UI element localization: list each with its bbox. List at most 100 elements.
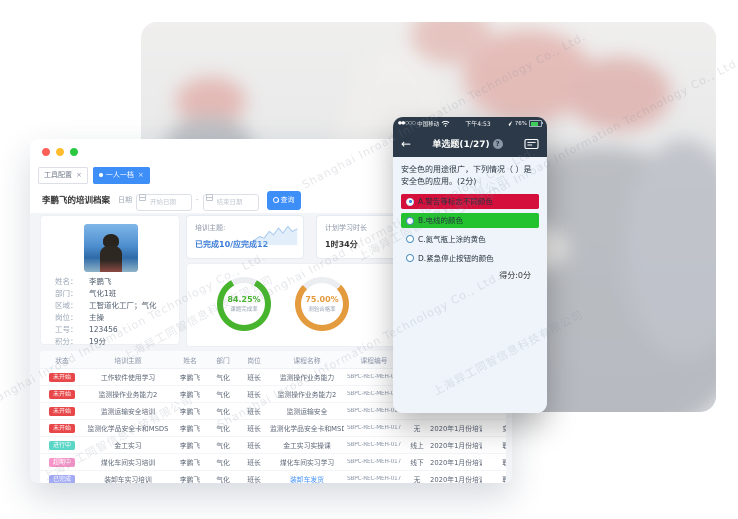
quiz-title: 单选题(1/27)	[432, 140, 490, 150]
table-cell: 气化	[216, 391, 230, 399]
table-cell: SBPC-REC-MEH-017	[346, 476, 402, 482]
course-cell: 监测运输安全	[270, 406, 344, 416]
profile-fields: 姓名： 李鹏飞 部门： 气化1班 区域： 工智道化工厂；气化 岗位： 主操 工号： 123456 积…	[41, 276, 179, 348]
answer-sheet-icon[interactable]	[524, 138, 539, 150]
profile-label: 岗位：	[55, 313, 78, 322]
course-table: 状态 培训主题 姓名 部门 岗位 课程名称 课程编号 未开始 工作软件使用学习 李鹏飞 气化 班长监…	[40, 351, 506, 483]
table-cell: 监测运输安全培训	[100, 408, 156, 416]
profile-label: 区域：	[55, 301, 78, 310]
close-window-button[interactable]	[42, 148, 50, 156]
quiz-body: 安全色的用途很广，下列情况（ ）是安全色的应用。(2分) A.警告等标志不同颜色…	[393, 157, 547, 413]
table-cell: SBPC-REC-MEH-017	[346, 459, 402, 465]
cell-signal-icon: ●●○○○	[398, 121, 416, 126]
table-cell: 气化	[216, 408, 230, 416]
radio-icon[interactable]	[406, 197, 414, 206]
radio-icon[interactable]	[406, 254, 414, 263]
answer-option-0[interactable]: A.警告等标志不同颜色	[401, 194, 539, 210]
table-cell: SBPC-REC-MEH-017	[346, 374, 402, 380]
table-cell: 2020年1月份培训计划	[430, 459, 482, 467]
table-row: 已完成 装卸车实习培训 李鹏飞 气化 班长 装卸车发货 SBPC-REC-MEH-017 无 2…	[40, 471, 506, 483]
answer-option-2[interactable]: C.氮气瓶上涂的黄色	[401, 232, 539, 246]
tab-bar: 工具配置 × 一人一档 ×	[38, 165, 512, 185]
status-cell: 未开始	[40, 406, 84, 416]
course-name: 煤化车间实习学习	[279, 459, 335, 467]
battery-icon	[529, 120, 543, 127]
course-name: 监测操作业务能力2	[277, 391, 337, 399]
table-cell: 线上	[410, 442, 424, 450]
page-title: 李鹏飞的培训档案	[42, 196, 111, 206]
course-cell: 煤化车间实习学习	[270, 457, 344, 467]
trend-sparkline	[254, 225, 298, 246]
answer-option-3[interactable]: D.紧急停止按钮的颜色	[401, 251, 539, 265]
profile-value: 李鹏飞	[89, 277, 112, 286]
training-topic-card: 培训主题: 已完成10/应完成12	[186, 215, 304, 259]
search-button-label: 查询	[280, 196, 295, 204]
question-text: 安全色的用途很广，下列情况（ ）是安全色的应用。(2分)	[401, 165, 532, 186]
radio-icon[interactable]	[406, 216, 414, 225]
table-cell: 李鹏飞	[179, 425, 201, 433]
back-button[interactable]: ←	[401, 136, 412, 151]
profile-value: 主操	[89, 313, 104, 322]
option-text: B.电线的颜色	[418, 216, 464, 226]
profile-label: 部门：	[55, 289, 78, 298]
table-cell: 变更	[502, 425, 506, 433]
course-cell: 监测操作业务能力2	[270, 389, 344, 399]
tab-close-icon[interactable]: ×	[76, 171, 82, 179]
column-header: 课程名称	[293, 356, 321, 365]
calendar-icon	[139, 194, 147, 202]
table-cell: SBPC-REC-MEH-017	[346, 391, 402, 397]
table-cell: 李鹏飞	[179, 374, 201, 382]
table-row: 未开始 监测化学品安全卡和MSDS 李鹏飞 气化 班长 监测化学品安全卡和MSDS SBPC…	[40, 420, 506, 437]
answer-option-1[interactable]: B.电线的颜色	[401, 213, 539, 229]
status-cell: 未开始	[40, 372, 84, 382]
table-cell: 李鹏飞	[179, 391, 201, 399]
table-header-row: 状态 培训主题 姓名 部门 岗位 课程名称 课程编号	[40, 351, 506, 369]
gauge-hole: 75.00% 测验合格率	[301, 283, 343, 325]
table-row: 未开始 监测操作业务能力2 李鹏飞 气化 班长 监测操作业务能力2 SBPC-REC-MEH…	[40, 386, 506, 403]
minimize-window-button[interactable]	[56, 148, 64, 156]
table-cell: 李鹏飞	[179, 408, 201, 416]
gauge-label: 课题完成率	[230, 307, 258, 313]
profile-label: 姓名：	[55, 277, 78, 286]
end-date-input[interactable]	[202, 193, 259, 211]
table-cell: SBPC-REC-MEH-017	[346, 425, 402, 431]
profile-label: 工号：	[55, 325, 78, 334]
course-name[interactable]: 装卸车发货	[290, 476, 324, 483]
profile-label: 积分：	[55, 337, 78, 346]
profile-row: 工号： 123456	[41, 324, 179, 336]
table-cell: 无	[413, 425, 421, 433]
status-badge: 未开始	[48, 406, 75, 416]
tab-close-icon[interactable]: ×	[137, 171, 144, 179]
table-cell: 煤化车间实习培训	[100, 459, 156, 467]
gauge-percent: 84.25%	[227, 295, 261, 304]
search-button[interactable]: 查询	[266, 190, 301, 210]
tab-1[interactable]: 一人一档 ×	[92, 166, 150, 184]
radio-icon[interactable]	[406, 235, 414, 244]
start-date-input[interactable]	[136, 193, 193, 211]
status-badge: 未开始	[48, 372, 75, 382]
profile-row: 姓名： 李鹏飞	[41, 276, 179, 288]
option-text: D.紧急停止按钮的颜色	[418, 253, 494, 263]
profile-row: 岗位： 主操	[41, 312, 179, 324]
phone-status-bar: ●●○○○ 中国移动 下午4:53 76%	[393, 117, 547, 130]
help-icon[interactable]: ?	[492, 139, 503, 149]
status-badge: 未开始	[48, 389, 75, 399]
table-row: 未开始 工作软件使用学习 李鹏飞 气化 班长 监测操作业务能力 SBPC-REC-MEH-0…	[40, 369, 506, 386]
status-time: 下午4:53	[465, 121, 491, 128]
table-cell: 气化	[216, 442, 230, 450]
active-tab-dot	[98, 173, 103, 177]
table-cell: 班长	[247, 476, 261, 483]
status-badge: 超期中	[48, 457, 75, 467]
course-cell: 监测操作业务能力	[270, 372, 344, 382]
course-name: 监测操作业务能力	[279, 374, 335, 382]
table-row: 进行中 金工实习 李鹏飞 气化 班长 金工实习实操课 SBPC-REC-MEH-017 线上 2…	[40, 437, 506, 454]
gauge-percent: 75.00%	[305, 295, 339, 304]
profile-value: 19分	[89, 337, 107, 346]
gauge-0: 84.25% 课题完成率	[217, 277, 271, 331]
course-name: 金工实习实操课	[283, 442, 331, 450]
course-cell: 装卸车发货	[270, 474, 344, 483]
table-cell: 2020年1月份培训计划	[430, 442, 482, 450]
tab-0[interactable]: 工具配置 ×	[38, 166, 88, 184]
zoom-window-button[interactable]	[70, 148, 78, 156]
option-text: A.警告等标志不同颜色	[418, 197, 493, 207]
